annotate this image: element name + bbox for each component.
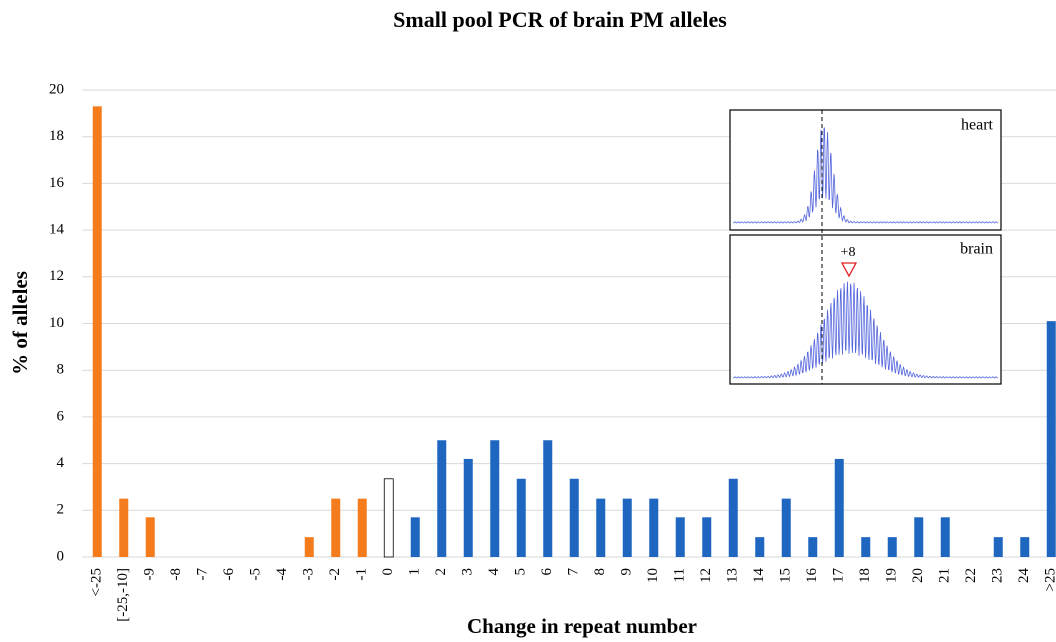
grid: 0 2 4 6 8 10 12 14 16 18 20 bbox=[49, 81, 1056, 564]
x-tick-label: -2 bbox=[327, 568, 343, 581]
x-tick-label: 2 bbox=[433, 568, 449, 576]
bar bbox=[331, 498, 341, 557]
bar bbox=[463, 458, 473, 557]
marker bbox=[840, 262, 858, 278]
y-tick-label: 10 bbox=[49, 315, 64, 331]
inset-label: heart bbox=[961, 117, 994, 134]
x-tick-label: 24 bbox=[1016, 568, 1032, 584]
x-tick-label: -1 bbox=[354, 568, 370, 581]
x-tick-label: -6 bbox=[221, 568, 237, 581]
inset-label: brain bbox=[960, 241, 993, 258]
x-tick-label: -8 bbox=[168, 568, 184, 581]
bar bbox=[755, 537, 765, 557]
x-tick-label: 5 bbox=[513, 568, 529, 576]
x-tick-label: 18 bbox=[857, 568, 873, 583]
x-tick-label: >25 bbox=[1043, 568, 1056, 591]
bar bbox=[808, 537, 818, 557]
y-tick-label: 12 bbox=[49, 268, 64, 284]
bar bbox=[781, 498, 791, 557]
bar bbox=[1020, 537, 1030, 557]
bar bbox=[490, 440, 500, 557]
x-tick-label: 16 bbox=[804, 568, 820, 584]
bar bbox=[728, 478, 738, 557]
x-tick-label: 14 bbox=[751, 568, 767, 584]
y-tick-label: 16 bbox=[49, 175, 65, 191]
y-tick-label: 18 bbox=[49, 128, 64, 144]
bar bbox=[119, 498, 129, 557]
bar bbox=[92, 106, 102, 557]
bar bbox=[543, 440, 553, 557]
bar bbox=[861, 537, 871, 557]
bar bbox=[410, 517, 420, 557]
x-tick-label: 23 bbox=[990, 568, 1006, 583]
y-axis-title: % of alleles bbox=[8, 271, 32, 375]
bar bbox=[357, 498, 367, 557]
x-tick-label: 12 bbox=[698, 568, 714, 583]
x-tick-label: 13 bbox=[725, 568, 741, 583]
x-tick-label: 20 bbox=[910, 568, 926, 583]
x-tick-label: 11 bbox=[672, 568, 688, 582]
y-tick-label: 2 bbox=[57, 502, 65, 518]
bar bbox=[569, 478, 579, 557]
x-tick-label: 22 bbox=[963, 568, 979, 583]
bar bbox=[834, 458, 844, 557]
y-tick-label: 8 bbox=[57, 362, 65, 378]
x-tick-label: 3 bbox=[460, 568, 476, 576]
bar bbox=[649, 498, 659, 557]
bar bbox=[702, 517, 712, 557]
x-tick-label: 21 bbox=[937, 568, 953, 583]
x-tick-label: [-25,-10] bbox=[115, 568, 131, 622]
x-tick-label: -3 bbox=[301, 568, 317, 581]
x-axis-title: Change in repeat number bbox=[467, 614, 697, 638]
bar bbox=[437, 440, 447, 557]
x-tick-label: -4 bbox=[274, 568, 290, 581]
bar bbox=[887, 537, 897, 557]
x-tick-label: 8 bbox=[592, 568, 608, 576]
bar bbox=[940, 517, 950, 557]
bar bbox=[1046, 321, 1056, 557]
x-tick-label: 0 bbox=[380, 568, 396, 576]
x-tick-label: 4 bbox=[486, 568, 502, 576]
bar bbox=[304, 537, 314, 557]
x-tick-label: 17 bbox=[831, 568, 847, 584]
bar bbox=[383, 478, 394, 558]
x-tick-label: <-25 bbox=[89, 568, 105, 596]
x-tick-label: 15 bbox=[778, 568, 794, 583]
y-tick-label: 6 bbox=[57, 408, 65, 424]
bar bbox=[145, 517, 155, 557]
x-tick-label: 7 bbox=[566, 568, 582, 576]
bar bbox=[914, 517, 924, 557]
x-tick-label: 6 bbox=[539, 568, 555, 576]
bar bbox=[993, 537, 1003, 557]
bar bbox=[622, 498, 632, 557]
trace bbox=[732, 127, 999, 224]
x-tick-label: -9 bbox=[142, 568, 158, 581]
x-tick-label: 10 bbox=[645, 568, 661, 583]
x-tick-label: -7 bbox=[195, 568, 211, 581]
inset-annotation: +8 bbox=[841, 245, 856, 260]
inset-frame bbox=[729, 234, 1002, 385]
y-tick-label: 4 bbox=[57, 455, 65, 471]
bar bbox=[675, 517, 685, 557]
bars: <-25 [-25,-10] -9 -8 -7 -6 -5 -4 -3 -2 -1 0 1 2 3 4 5 6 7 8… bbox=[89, 106, 1056, 622]
x-tick-label: 1 bbox=[407, 568, 423, 576]
trace bbox=[732, 281, 999, 379]
y-tick-label: 20 bbox=[49, 81, 64, 97]
x-tick-label: -5 bbox=[248, 568, 264, 581]
bar bbox=[596, 498, 606, 557]
inset: heart brain +8 bbox=[729, 109, 1002, 385]
bar bbox=[516, 478, 526, 557]
x-tick-label: 9 bbox=[619, 568, 635, 576]
inset-frame bbox=[729, 109, 1002, 231]
y-tick-label: 14 bbox=[49, 222, 65, 238]
chart-title: Small pool PCR of brain PM alleles bbox=[393, 7, 727, 32]
x-tick-label: 19 bbox=[884, 568, 900, 583]
y-tick-label: 0 bbox=[57, 548, 65, 564]
